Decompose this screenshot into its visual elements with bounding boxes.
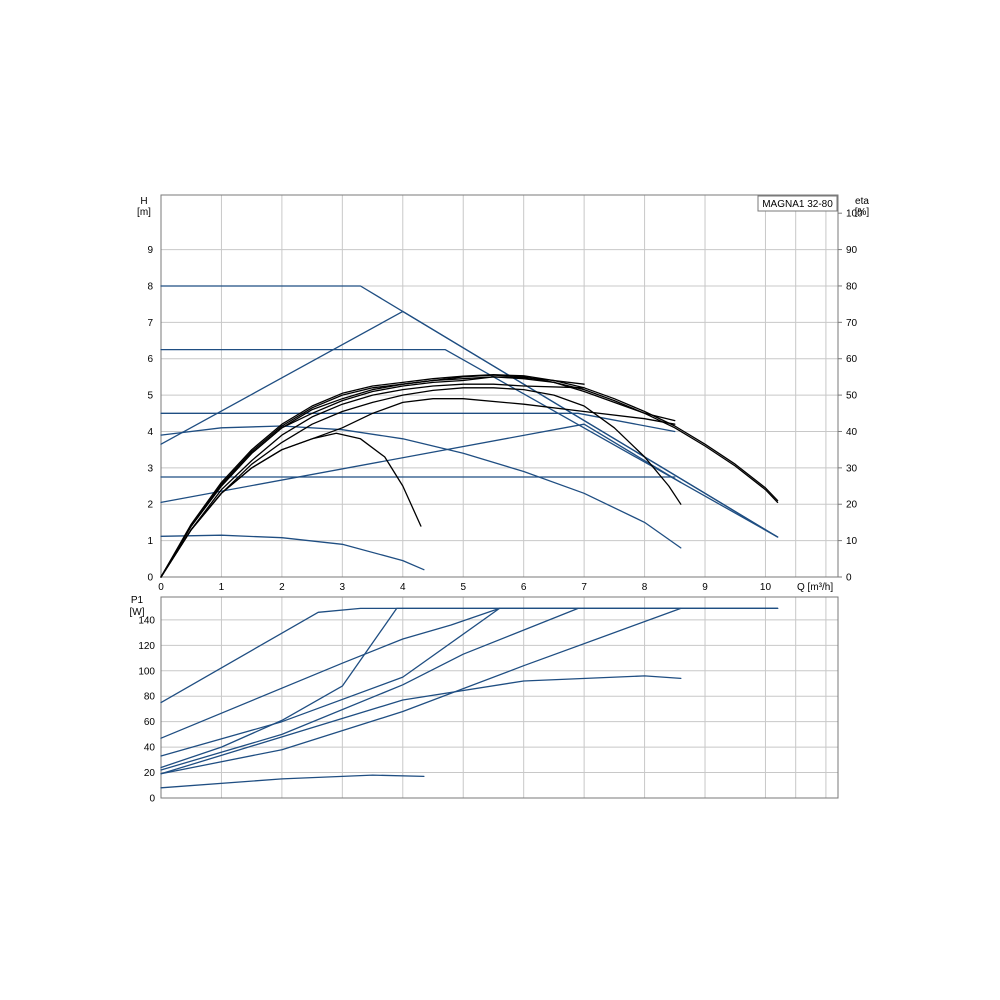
y-axis-label-h: H [140,196,147,207]
y2-tick-label: 80 [846,281,858,292]
y2-tick-label: 90 [846,245,858,256]
head-curve [160,425,682,549]
p1-tick-label: 0 [149,794,155,805]
y-tick-label: 8 [147,281,153,292]
x-tick-label: 4 [400,582,406,593]
power-curve [160,607,682,775]
power-curve [160,774,425,789]
y2-tick-label: 50 [846,391,858,402]
x-tick-label: 8 [642,582,648,593]
p1-tick-label: 140 [138,615,155,626]
x-axis-label-q: Q [m³/h] [797,582,833,593]
head-curve [160,310,779,538]
p1-tick-label: 120 [138,641,155,652]
x-tick-label: 2 [279,582,285,593]
x-tick-label: 1 [219,582,225,593]
power-grid [161,597,838,798]
y2-tick-label: 70 [846,318,858,329]
power-axis-ticks: 0 20 40 60 80 100 120 140 [138,615,155,804]
y-tick-label: 5 [147,391,153,402]
y2-tick-label: 100 [846,209,863,220]
power-curve [160,607,779,769]
power-plot-frame [160,596,839,799]
p1-tick-label: 60 [144,717,156,728]
y-tick-label: 6 [147,354,153,365]
x-tick-label: 0 [158,582,164,593]
power-curve [160,607,579,771]
y2-tick-label: 10 [846,536,858,547]
x-tick-label: 7 [581,582,587,593]
x-tick-label: 10 [760,582,772,593]
model-label-frame [757,195,838,212]
x-tick-label: 3 [340,582,346,593]
y-tick-label: 3 [147,463,153,474]
y-axis-unit-h: [m] [137,207,151,218]
x-tick-label: 6 [521,582,527,593]
efficiency-curve [160,383,585,578]
p1-tick-label: 100 [138,666,155,677]
y-axis-unit-p1: [W] [130,607,145,618]
p1-tick-label: 20 [144,768,156,779]
efficiency-curve [160,387,682,578]
head-axis-ticks: 0 1 2 3 4 5 6 7 8 9 100123456789010203040506070809… [147,209,863,593]
head-curve [160,423,682,504]
y-tick-label: 7 [147,318,153,329]
y-tick-label: 2 [147,500,153,511]
y2-tick-label: 40 [846,427,858,438]
power-series [160,607,779,789]
head-plot-frame [160,194,839,578]
chart-title: MAGNA1 32-80 [762,199,833,210]
y2-tick-label: 20 [846,500,858,511]
y2-tick-label: 0 [846,573,852,584]
y-axis-label-p1: P1 [131,595,144,606]
power-curve [160,675,682,775]
y-tick-label: 0 [147,573,153,584]
y2-tick-label: 30 [846,463,858,474]
efficiency-curve [160,398,676,578]
head-grid [161,195,838,577]
y-tick-label: 9 [147,245,153,256]
model-label-box: MAGNA1 32-80 [757,195,838,212]
y2-axis-unit-eta: [%] [855,207,870,218]
y-tick-label: 1 [147,536,153,547]
head-curve [160,534,425,571]
head-eta-series [160,285,779,578]
p1-tick-label: 80 [144,692,156,703]
y-tick-label: 4 [147,427,153,438]
x-tick-label: 5 [460,582,466,593]
x-tick-label: 9 [702,582,708,593]
efficiency-curve [160,376,676,578]
power-curve [160,607,501,757]
p1-tick-label: 40 [144,743,156,754]
y2-axis-label-eta: eta [855,196,869,207]
y2-tick-label: 60 [846,354,858,365]
efficiency-curve [160,374,779,578]
